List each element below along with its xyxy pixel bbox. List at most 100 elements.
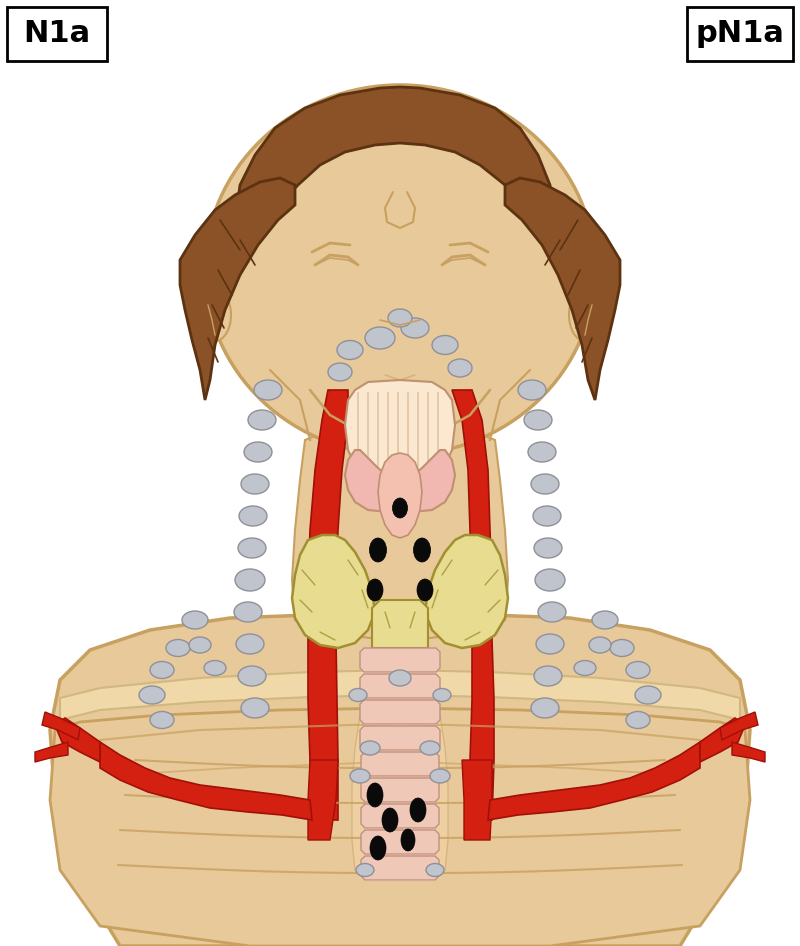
Ellipse shape <box>401 829 415 851</box>
Ellipse shape <box>448 359 472 377</box>
Ellipse shape <box>241 474 269 494</box>
Ellipse shape <box>433 689 451 702</box>
Ellipse shape <box>356 864 374 877</box>
Ellipse shape <box>236 634 264 654</box>
Ellipse shape <box>337 341 363 359</box>
Polygon shape <box>361 856 439 880</box>
Polygon shape <box>308 760 338 840</box>
Ellipse shape <box>248 410 276 430</box>
Polygon shape <box>372 600 428 648</box>
Ellipse shape <box>204 660 226 675</box>
Polygon shape <box>732 742 765 762</box>
Ellipse shape <box>365 327 395 349</box>
Ellipse shape <box>350 769 370 783</box>
Polygon shape <box>400 450 455 512</box>
Ellipse shape <box>367 783 383 807</box>
Ellipse shape <box>393 498 407 518</box>
Polygon shape <box>700 718 745 762</box>
Ellipse shape <box>536 634 564 654</box>
Polygon shape <box>100 742 312 820</box>
Polygon shape <box>361 804 439 828</box>
Ellipse shape <box>238 666 266 686</box>
Ellipse shape <box>420 741 440 755</box>
Polygon shape <box>55 718 100 762</box>
Polygon shape <box>345 380 455 475</box>
Ellipse shape <box>432 336 458 355</box>
Ellipse shape <box>426 864 444 877</box>
Polygon shape <box>720 712 758 740</box>
Ellipse shape <box>518 380 546 400</box>
Text: N1a: N1a <box>23 20 90 48</box>
Ellipse shape <box>349 689 367 702</box>
Polygon shape <box>360 648 440 672</box>
Ellipse shape <box>150 711 174 728</box>
Ellipse shape <box>389 670 411 686</box>
Polygon shape <box>235 87 555 235</box>
Ellipse shape <box>417 579 433 601</box>
Ellipse shape <box>534 666 562 686</box>
Ellipse shape <box>254 380 282 400</box>
Polygon shape <box>42 712 80 740</box>
Ellipse shape <box>569 289 601 341</box>
Ellipse shape <box>199 289 231 341</box>
Ellipse shape <box>410 798 426 822</box>
Polygon shape <box>50 615 750 946</box>
Polygon shape <box>50 708 750 946</box>
Ellipse shape <box>535 569 565 591</box>
Ellipse shape <box>205 85 595 455</box>
Polygon shape <box>352 715 448 870</box>
Ellipse shape <box>189 637 211 653</box>
Ellipse shape <box>592 611 618 629</box>
Ellipse shape <box>360 741 380 755</box>
Polygon shape <box>505 178 620 400</box>
Polygon shape <box>292 423 508 640</box>
Ellipse shape <box>430 769 450 783</box>
FancyBboxPatch shape <box>7 7 107 61</box>
Ellipse shape <box>589 637 611 653</box>
Polygon shape <box>378 453 422 538</box>
Ellipse shape <box>401 318 429 338</box>
Polygon shape <box>462 760 492 840</box>
Ellipse shape <box>626 661 650 678</box>
Ellipse shape <box>531 474 559 494</box>
Polygon shape <box>360 674 440 698</box>
Ellipse shape <box>241 698 269 718</box>
Polygon shape <box>452 390 494 820</box>
Ellipse shape <box>382 808 398 832</box>
Ellipse shape <box>538 602 566 622</box>
Ellipse shape <box>166 639 190 657</box>
Polygon shape <box>361 830 439 854</box>
Polygon shape <box>60 670 740 720</box>
Ellipse shape <box>534 538 562 558</box>
Ellipse shape <box>528 442 556 462</box>
Polygon shape <box>292 535 375 648</box>
Ellipse shape <box>182 611 208 629</box>
Polygon shape <box>360 726 440 750</box>
Ellipse shape <box>235 569 265 591</box>
Polygon shape <box>180 178 295 400</box>
Ellipse shape <box>635 686 661 704</box>
Polygon shape <box>425 535 508 648</box>
Ellipse shape <box>139 686 165 704</box>
Ellipse shape <box>150 661 174 678</box>
Ellipse shape <box>244 442 272 462</box>
Ellipse shape <box>238 538 266 558</box>
Ellipse shape <box>626 711 650 728</box>
Ellipse shape <box>533 506 561 526</box>
FancyBboxPatch shape <box>687 7 793 61</box>
Ellipse shape <box>239 506 267 526</box>
Polygon shape <box>360 700 440 724</box>
Ellipse shape <box>531 698 559 718</box>
Polygon shape <box>488 742 700 820</box>
Ellipse shape <box>414 538 430 562</box>
Ellipse shape <box>574 660 596 675</box>
Polygon shape <box>35 742 68 762</box>
Ellipse shape <box>524 410 552 430</box>
Ellipse shape <box>370 836 386 860</box>
Polygon shape <box>361 778 439 802</box>
Ellipse shape <box>388 309 412 327</box>
Polygon shape <box>308 390 348 820</box>
Ellipse shape <box>367 579 383 601</box>
Text: pN1a: pN1a <box>695 20 785 48</box>
Ellipse shape <box>370 538 386 562</box>
